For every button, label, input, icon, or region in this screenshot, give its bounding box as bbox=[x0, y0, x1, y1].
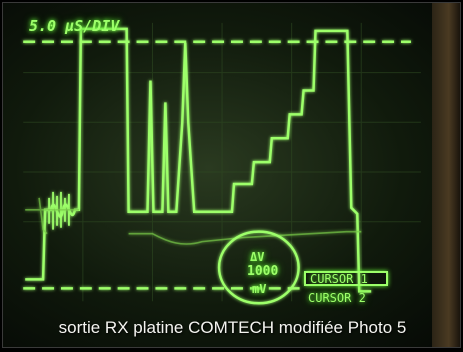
cursor-1-box: CURSOR 1 bbox=[304, 271, 388, 286]
photo-caption: sortie RX platine COMTECH modifiée Photo… bbox=[58, 318, 407, 337]
oscilloscope-screen bbox=[23, 22, 421, 305]
delta-v-label: ΔV bbox=[250, 250, 265, 264]
delta-v-unit: mV bbox=[252, 282, 267, 296]
graticule bbox=[23, 22, 421, 302]
delta-v-value: 1000 bbox=[247, 264, 279, 279]
scope-bezel bbox=[432, 3, 460, 347]
photo-frame: 5.0 μS/DIV ΔV 1000 mV CURSOR 1 CURSOR 2 … bbox=[2, 2, 461, 348]
cursor-2-label: CURSOR 2 bbox=[308, 291, 366, 305]
signal-trace bbox=[25, 27, 372, 293]
timebase-readout: 5.0 μS/DIV bbox=[29, 17, 120, 35]
secondary-trace bbox=[25, 197, 362, 245]
delta-v-circle bbox=[217, 230, 300, 305]
